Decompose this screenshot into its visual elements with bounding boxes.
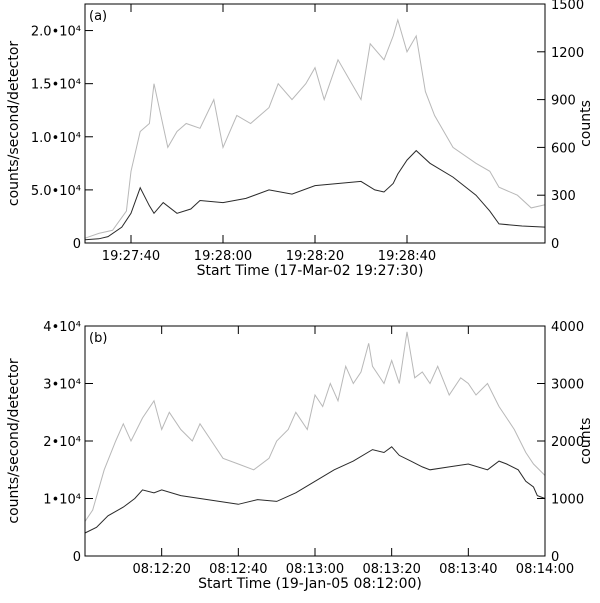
- chart-panel-b: 08:12:20 08:12:40 08:13:00 08:13:20 08:13:40…: [6, 320, 594, 592]
- x-tick-label: 19:27:40: [102, 249, 160, 264]
- x-tick-label: 08:14:00: [516, 562, 574, 577]
- y-left-tick-label: 2.0•10⁴: [31, 25, 81, 40]
- y-left-tick-label: 0: [73, 237, 81, 252]
- y-left-tick-label: 1.5•10⁴: [31, 78, 81, 93]
- x-tick-label: 08:13:40: [439, 562, 497, 577]
- plot-frame: [84, 325, 546, 557]
- panel-label: (a): [89, 9, 107, 24]
- chart-panel-a: 19:27:40 19:28:00 19:28:20 19:28:40 0 5.0•10⁴…: [6, 0, 594, 279]
- series-line-counts: [84, 18, 546, 239]
- series-line-count-rate: [84, 446, 546, 534]
- y-right-tick-label: 1200: [551, 46, 584, 61]
- y-right-tick-label: 3000: [551, 378, 584, 393]
- x-axis-title: Start Time (19-Jan-05 08:12:00): [198, 576, 422, 592]
- x-axis-title: Start Time (17-Mar-02 19:27:30): [197, 263, 424, 279]
- x-tick-label: 19:28:40: [378, 249, 436, 264]
- y-right-axis-title: counts: [578, 418, 594, 465]
- x-tick-label: 08:13:00: [286, 562, 344, 577]
- x-tick-label: 08:12:40: [209, 562, 267, 577]
- x-tick-label: 08:13:20: [362, 562, 420, 577]
- series-line-count-rate: [84, 149, 546, 241]
- y-left-tick-label: 5.0•10⁴: [31, 184, 81, 199]
- y-left-tick-label: 1.0•10⁴: [31, 131, 81, 146]
- y-right-tick-label: 300: [551, 189, 576, 204]
- plot-frame: [84, 3, 546, 244]
- y-left-tick-label: 2•10⁴: [43, 435, 81, 450]
- y-right-tick-label: 0: [551, 237, 559, 252]
- y-right-tick-label: 600: [551, 141, 576, 156]
- x-tick-label: 08:12:20: [132, 562, 190, 577]
- y-left-tick-label: 3•10⁴: [43, 378, 81, 393]
- y-left-axis-title: counts/second/detector: [6, 41, 22, 207]
- y-right-tick-label: 0: [551, 550, 559, 565]
- y-left-tick-label: 4•10⁴: [43, 320, 81, 335]
- panel-label: (b): [89, 331, 107, 346]
- y-right-tick-label: 1500: [551, 0, 584, 13]
- series-line-counts: [84, 331, 546, 522]
- y-left-tick-label: 0: [73, 550, 81, 565]
- y-left-tick-label: 1•10⁴: [43, 493, 81, 508]
- y-left-axis-title: counts/second/detector: [6, 358, 22, 524]
- y-right-tick-label: 900: [551, 94, 576, 109]
- x-tick-label: 19:28:00: [194, 249, 252, 264]
- y-right-axis-title: counts: [578, 100, 594, 147]
- y-right-tick-label: 2000: [551, 435, 584, 450]
- x-tick-label: 19:28:20: [286, 249, 344, 264]
- y-right-tick-label: 4000: [551, 320, 584, 335]
- y-right-tick-label: 1000: [551, 493, 584, 508]
